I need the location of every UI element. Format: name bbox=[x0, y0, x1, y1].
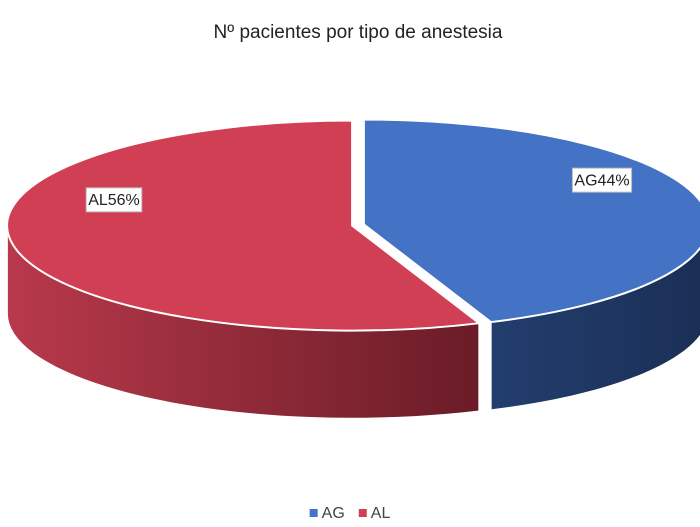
legend: AG AL bbox=[309, 505, 391, 522]
legend-label: AG bbox=[322, 505, 345, 522]
data-label-box bbox=[571, 167, 633, 193]
legend-swatch bbox=[358, 509, 367, 517]
legend-label: AL bbox=[371, 505, 391, 522]
data-label: AL56% bbox=[85, 187, 143, 213]
data-label-text: AG44% bbox=[574, 172, 629, 189]
data-label-text: AL56% bbox=[88, 192, 140, 209]
legend-swatch bbox=[309, 509, 318, 517]
chart-title: Nº pacientes por tipo de anestesia bbox=[214, 22, 503, 43]
pie-slice bbox=[6, 119, 482, 332]
data-label: AG44% bbox=[571, 167, 633, 193]
data-label-box bbox=[85, 187, 143, 213]
